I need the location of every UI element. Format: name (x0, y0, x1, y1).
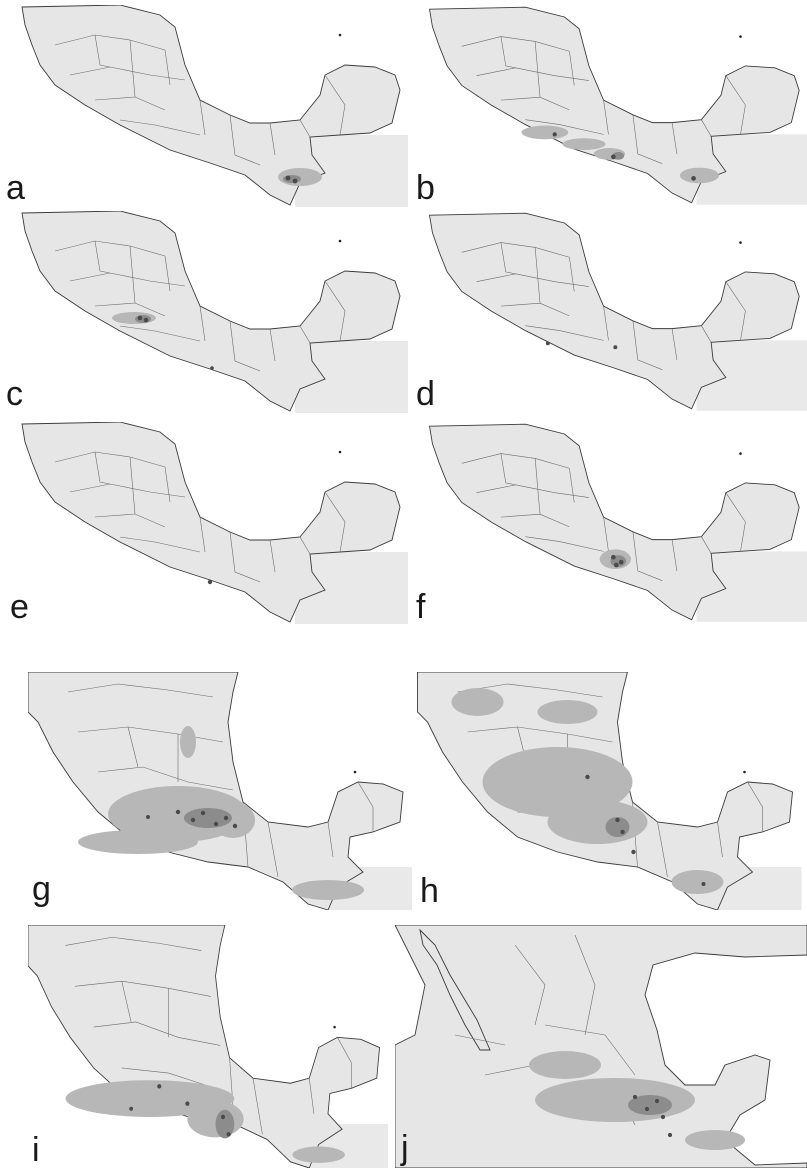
mexico-map-e (21, 422, 408, 624)
panel-label-d: d (416, 375, 435, 413)
map-panel-b: b (408, 5, 807, 207)
panel-label-g: g (32, 870, 51, 908)
suitability-overlay-i (65, 1080, 345, 1163)
map-panel-h: h (412, 672, 807, 910)
map-panel-a: a (0, 5, 408, 207)
panel-label-h: h (420, 872, 439, 910)
suitability-overlay-d (545, 341, 618, 350)
suitability-overlay-j (529, 1051, 745, 1150)
suitability-overlay-b (521, 125, 719, 184)
mexico-map-h (417, 672, 802, 910)
suitability-overlay-f (599, 549, 631, 569)
mexico-map-d (429, 212, 807, 412)
mexico-map-f (429, 423, 807, 623)
mexico-map-c (21, 211, 408, 413)
map-panel-g: g (28, 672, 412, 910)
mexico-map-j (395, 925, 807, 1168)
panel-label-i: i (32, 1131, 40, 1168)
map-panel-d: d (408, 211, 807, 413)
mexico-map-i (28, 925, 388, 1168)
panel-label-f: f (416, 588, 426, 624)
panel-label-j: j (401, 1129, 409, 1167)
panel-label-e: e (10, 588, 29, 624)
map-panel-i: i (28, 925, 388, 1168)
suitability-overlay-g (78, 726, 364, 900)
suitability-overlay-e (207, 579, 213, 585)
panel-label-c: c (6, 375, 23, 413)
map-panel-j: j (395, 925, 807, 1168)
mexico-map-a (21, 5, 408, 207)
suitability-overlay-c (112, 312, 214, 370)
suitability-overlay-h (451, 688, 724, 894)
map-panel-f: f (408, 422, 807, 624)
mexico-map-b (429, 6, 807, 206)
map-panel-e: e (0, 422, 408, 624)
mexico-map-g (28, 672, 412, 910)
panel-label-a: a (6, 169, 25, 207)
map-panel-c: c (0, 211, 408, 413)
panel-label-b: b (416, 169, 435, 207)
suitability-overlay-a (278, 168, 322, 186)
